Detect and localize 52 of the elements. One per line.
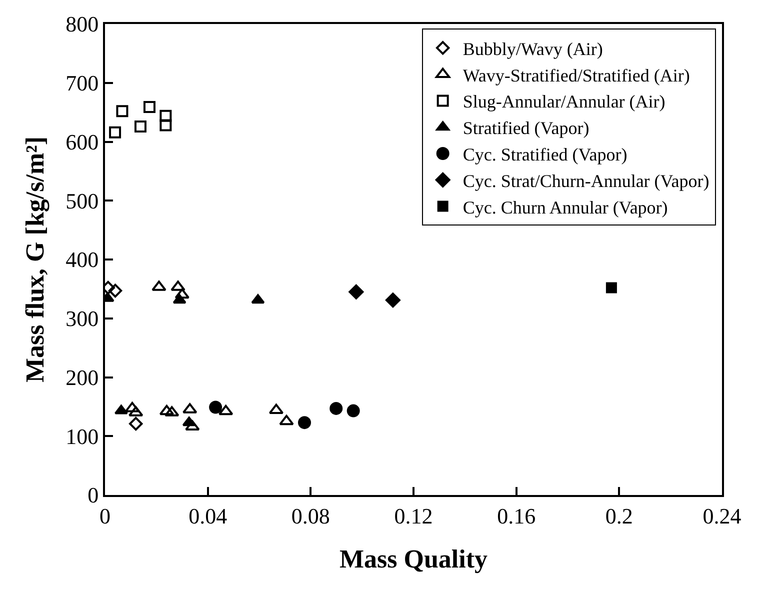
point [330, 402, 343, 415]
legend-label: Cyc. Strat/Churn-Annular (Vapor) [462, 170, 710, 191]
legend-label: Wavy-Stratified/Stratified (Air) [462, 65, 690, 86]
x-tick-label: 0.08 [291, 503, 330, 528]
point [129, 416, 143, 431]
x-tick-label: 0.04 [188, 503, 228, 528]
x-tick-label: 0.12 [394, 503, 433, 528]
y-tick-label: 400 [66, 247, 99, 272]
y-tick-label: 100 [66, 424, 99, 449]
point [298, 416, 311, 430]
y-tick-label: 700 [66, 70, 99, 96]
legend-label: Stratified (Vapor) [462, 118, 590, 138]
point [209, 400, 222, 414]
point [109, 126, 122, 138]
point [160, 119, 172, 132]
point [114, 404, 128, 414]
point [143, 101, 156, 114]
point [279, 414, 294, 426]
point [116, 105, 128, 118]
legend-label: Cyc. Stratified (Vapor) [462, 144, 628, 165]
y-tick-label: 0 [88, 482, 99, 508]
y-tick-label: 800 [66, 12, 99, 37]
point [170, 280, 186, 291]
y-tick-label: 500 [66, 188, 99, 214]
point [152, 280, 166, 291]
point [385, 292, 400, 308]
point [159, 404, 174, 416]
point [128, 406, 144, 416]
legend-label: Bubbly/Wavy (Air) [462, 38, 603, 59]
point [172, 294, 186, 304]
legend-label: Slug-Annular/Annular (Air) [462, 92, 666, 112]
x-tick-label: 0.2 [605, 503, 633, 528]
y-axis-title: Mass flux, G [kg/s/m²] [20, 136, 50, 383]
x-tick-label: 0.16 [497, 503, 536, 528]
point [124, 402, 140, 412]
x-tick-label: 0.24 [702, 503, 742, 528]
point [185, 420, 200, 430]
point [606, 282, 617, 294]
y-tick-label: 600 [66, 129, 99, 154]
x-axis-title: Mass Quality [339, 544, 488, 574]
point [218, 404, 234, 416]
point [160, 110, 172, 122]
point [182, 416, 196, 426]
point [348, 284, 364, 300]
point [346, 404, 360, 418]
y-tick-label: 300 [66, 306, 99, 332]
legend-label: Cyc. Churn Annular (Vapor) [462, 197, 668, 218]
point [174, 288, 190, 299]
point [108, 284, 122, 298]
y-tick-label: 200 [66, 364, 99, 390]
point [134, 120, 146, 132]
point [251, 294, 265, 304]
